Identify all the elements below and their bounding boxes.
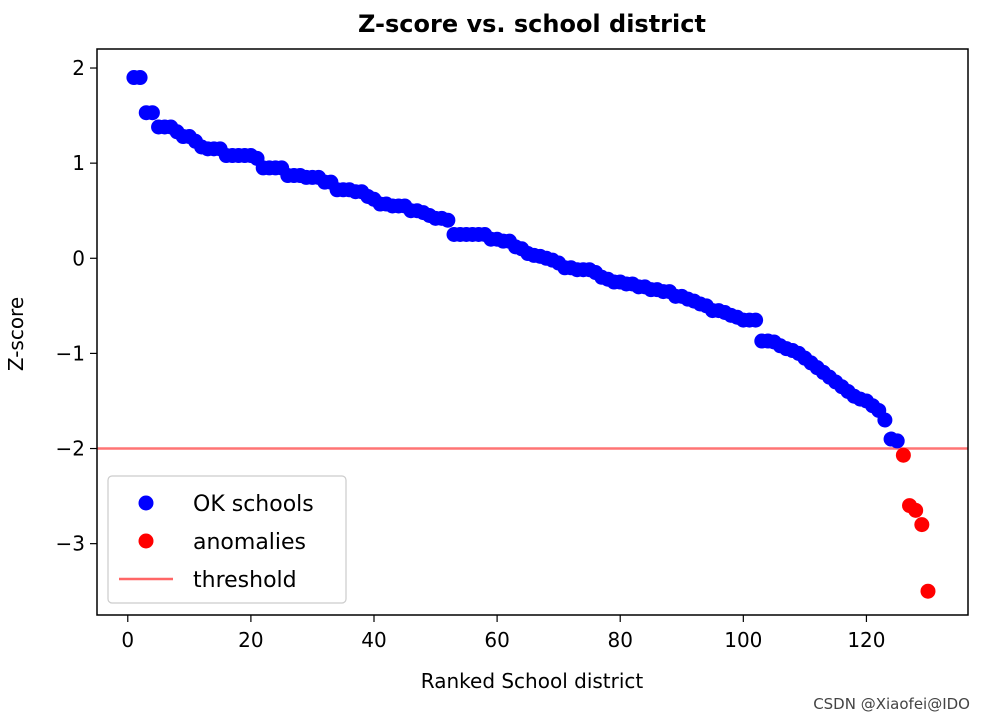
ok-school-point	[440, 212, 456, 228]
data-points	[126, 70, 936, 599]
anomaly-point	[920, 583, 936, 599]
y-tick-label: −2	[56, 437, 85, 461]
ok-school-point	[748, 312, 764, 328]
watermark-text: CSDN @Xiaofei@IDO	[813, 695, 970, 713]
y-tick-label: −1	[56, 341, 85, 365]
ok-school-point	[132, 70, 148, 86]
x-tick-label: 80	[607, 628, 632, 652]
plot-frame	[96, 48, 969, 616]
legend-label: OK schools	[193, 492, 314, 517]
anomaly-point	[914, 517, 930, 533]
chart-title: Z-score vs. school district	[358, 10, 706, 38]
x-tick-label: 120	[847, 628, 885, 652]
legend-label: anomalies	[193, 530, 306, 555]
ok-school-point	[889, 433, 905, 449]
x-tick-label: 20	[238, 628, 263, 652]
legend-anomalies-swatch	[138, 533, 154, 549]
axis-ticks: 0 20 40 60 80 100 120 2 1 0 −1 −2 −3	[56, 56, 886, 652]
ok-school-point	[877, 412, 893, 428]
x-tick-label: 0	[121, 628, 134, 652]
legend-box	[107, 475, 347, 604]
y-tick-label: −3	[56, 532, 85, 556]
legend-label: threshold	[193, 568, 297, 593]
legend: OK schools anomalies threshold	[107, 475, 347, 604]
ok-school-point	[144, 105, 160, 121]
x-axis-label: Ranked School district	[421, 669, 644, 693]
y-axis-label: Z-score	[4, 297, 28, 371]
legend-ok-schools-swatch	[138, 495, 154, 511]
x-tick-label: 60	[484, 628, 509, 652]
y-tick-label: 1	[72, 151, 85, 175]
anomaly-point	[895, 447, 911, 463]
x-tick-label: 40	[361, 628, 386, 652]
y-tick-label: 0	[72, 246, 85, 270]
anomaly-point	[908, 502, 924, 518]
y-tick-label: 2	[72, 56, 85, 80]
x-tick-label: 100	[724, 628, 762, 652]
